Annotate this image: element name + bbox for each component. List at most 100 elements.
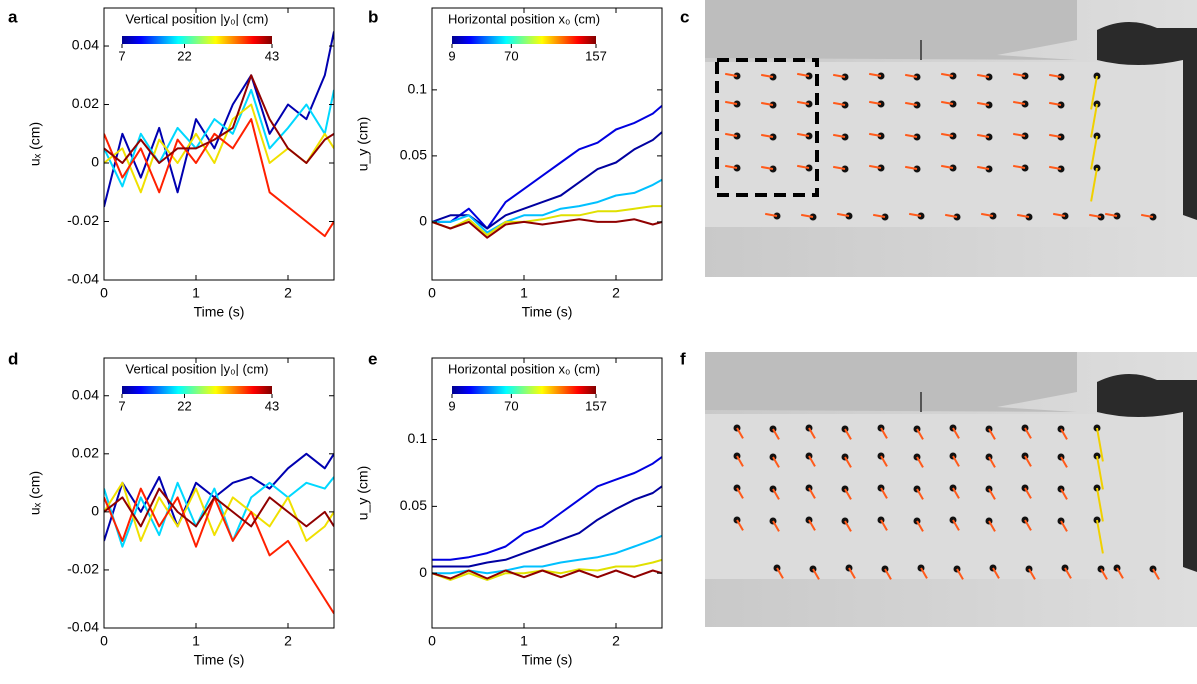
x-tick-label: 2 [612, 633, 620, 649]
displacement-arrow [1024, 455, 1032, 467]
displacement-arrow [833, 133, 846, 138]
x-tick-label: 1 [192, 285, 200, 301]
displacement-arrow [869, 164, 882, 169]
axes-frame [103, 7, 335, 281]
displacement-arrow [844, 428, 852, 440]
displacement-arrow [873, 213, 886, 218]
x-tick-label: 0 [100, 285, 108, 301]
displacement-arrow [1049, 73, 1062, 78]
colorbar-tick-label: 157 [585, 398, 607, 413]
displacement-arrow [1141, 213, 1154, 218]
displacement-arrow [772, 456, 780, 468]
displacement-arrow [952, 427, 960, 439]
displacement-arrow [761, 165, 774, 170]
displacement-arrow [725, 132, 738, 137]
colorbar-label: Horizontal position x₀ (cm) [448, 361, 600, 376]
data-line [104, 103, 334, 194]
displacement-arrow [1028, 568, 1036, 580]
displacement-arrow [1105, 212, 1118, 217]
displacement-arrow [808, 427, 816, 439]
data-line [104, 31, 334, 208]
colorbar [452, 36, 596, 44]
data-line [432, 218, 662, 239]
displacement-arrow [916, 488, 924, 500]
x-tick-label: 0 [100, 633, 108, 649]
displacement-arrow [941, 72, 954, 77]
photo [705, 352, 1197, 627]
x-axis-label: Time (s) [194, 652, 245, 668]
displacement-arrow [1024, 487, 1032, 499]
photo [705, 0, 1197, 277]
displacement-arrow [1096, 455, 1104, 490]
displacement-arrow [1024, 427, 1032, 439]
displacement-arrow [833, 73, 846, 78]
panel-letter: b [368, 7, 378, 26]
photo-block [705, 414, 1165, 579]
displacement-arrow [801, 213, 814, 218]
displacement-arrow [880, 427, 888, 439]
displacement-arrow [833, 165, 846, 170]
displacement-arrow [833, 101, 846, 106]
data-line [432, 558, 662, 581]
displacement-arrow [1013, 164, 1026, 169]
displacement-arrow [1049, 133, 1062, 138]
displacement-arrow [1090, 167, 1098, 202]
colorbar-tick-label: 70 [504, 48, 518, 63]
colorbar-label: Vertical position |y₀| (cm) [126, 361, 269, 376]
displacement-arrow [837, 212, 850, 217]
data-line [432, 205, 662, 237]
x-tick-label: 2 [612, 285, 620, 301]
y-tick-label: 0 [91, 503, 99, 519]
displacement-arrow [977, 133, 990, 138]
displacement-arrow [736, 519, 744, 531]
displacement-arrow [916, 428, 924, 440]
displacement-arrow [977, 165, 990, 170]
displacement-arrow [761, 133, 774, 138]
displacement-arrow [725, 164, 738, 169]
displacement-arrow [869, 72, 882, 77]
colorbar-tick-label: 7 [118, 398, 125, 413]
y-tick-label: -0.04 [67, 271, 99, 287]
y-tick-label: 0 [419, 564, 427, 580]
displacement-arrow [956, 568, 964, 580]
colorbar-tick-label: 9 [448, 398, 455, 413]
displacement-arrow [880, 519, 888, 531]
displacement-arrow [772, 428, 780, 440]
photo-block [705, 62, 1165, 227]
colorbar-tick-label: 22 [177, 398, 191, 413]
x-tick-label: 0 [428, 633, 436, 649]
displacement-arrow [880, 487, 888, 499]
displacement-arrow [905, 73, 918, 78]
displacement-arrow [1090, 75, 1098, 110]
displacement-arrow [1013, 132, 1026, 137]
displacement-arrow [1152, 568, 1160, 580]
y-tick-label: 0.04 [72, 37, 99, 53]
colorbar-tick-label: 9 [448, 48, 455, 63]
displacement-arrow [1089, 213, 1102, 218]
displacement-arrow [808, 519, 816, 531]
displacement-arrow [884, 568, 892, 580]
displacement-arrow [1090, 103, 1098, 138]
displacement-arrow [844, 520, 852, 532]
displacement-arrow [1060, 456, 1068, 468]
photo-top [705, 352, 1077, 412]
displacement-arrow [765, 212, 778, 217]
displacement-arrow [992, 567, 1000, 579]
displacement-arrow [1064, 567, 1072, 579]
displacement-arrow [808, 487, 816, 499]
plot-lines [432, 104, 662, 239]
displacement-arrow [941, 132, 954, 137]
x-tick-label: 0 [428, 285, 436, 301]
displacement-arrow [761, 73, 774, 78]
x-tick-label: 1 [520, 285, 528, 301]
y-axis-label: uₓ (cm) [27, 122, 43, 166]
displacement-arrow [736, 455, 744, 467]
displacement-arrow [988, 520, 996, 532]
colorbar-label: Vertical position |y₀| (cm) [126, 11, 269, 26]
data-line [104, 487, 334, 615]
colorbar-tick-label: 157 [585, 48, 607, 63]
displacement-arrow [952, 455, 960, 467]
data-line [104, 118, 334, 238]
y-axis-label: u_y (cm) [355, 117, 371, 171]
